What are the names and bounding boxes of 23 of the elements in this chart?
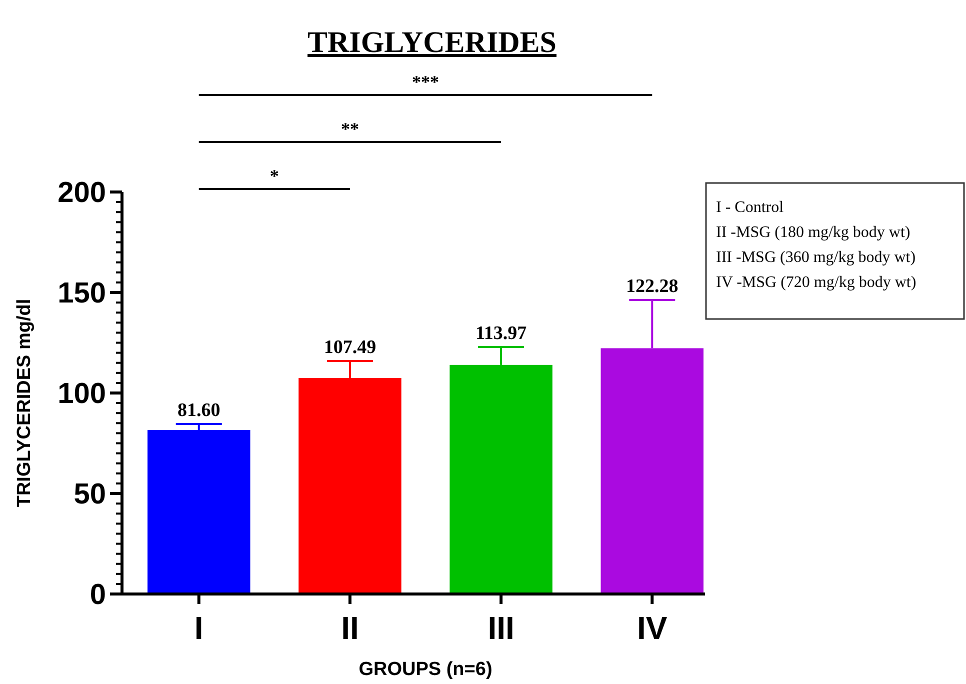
y-axis-title: TRIGLYCERIDES mg/dl bbox=[14, 298, 35, 508]
y-tick-label: 200 bbox=[58, 177, 106, 210]
x-tick-label: II bbox=[341, 610, 359, 646]
chart-title: TRIGLYCERIDES bbox=[308, 26, 556, 59]
x-tick-label: III bbox=[488, 610, 514, 646]
data-label: 122.28 bbox=[626, 276, 678, 297]
x-tick-label: I bbox=[194, 610, 204, 646]
y-tick-label: 50 bbox=[74, 478, 106, 511]
text: III -MSG (360 mg/kg body wt) bbox=[716, 249, 916, 266]
text: * bbox=[270, 166, 279, 186]
text: ** bbox=[340, 119, 359, 139]
x-axis-title: GROUPS (n=6) bbox=[358, 659, 492, 680]
text: II -MSG (180 mg/kg body wt) bbox=[716, 224, 910, 241]
text: IV -MSG (720 mg/kg body wt) bbox=[716, 274, 916, 291]
x-tick-label: IV bbox=[637, 610, 668, 646]
y-tick-label: 100 bbox=[58, 378, 106, 410]
data-label: 113.97 bbox=[475, 323, 528, 344]
y-tick-label: 0 bbox=[90, 579, 106, 612]
data-label: 107.49 bbox=[324, 337, 376, 358]
text: I - Control bbox=[716, 199, 784, 216]
data-label: 81.60 bbox=[177, 400, 220, 421]
y-tick-label: 150 bbox=[58, 278, 106, 310]
text: *** bbox=[412, 72, 439, 92]
